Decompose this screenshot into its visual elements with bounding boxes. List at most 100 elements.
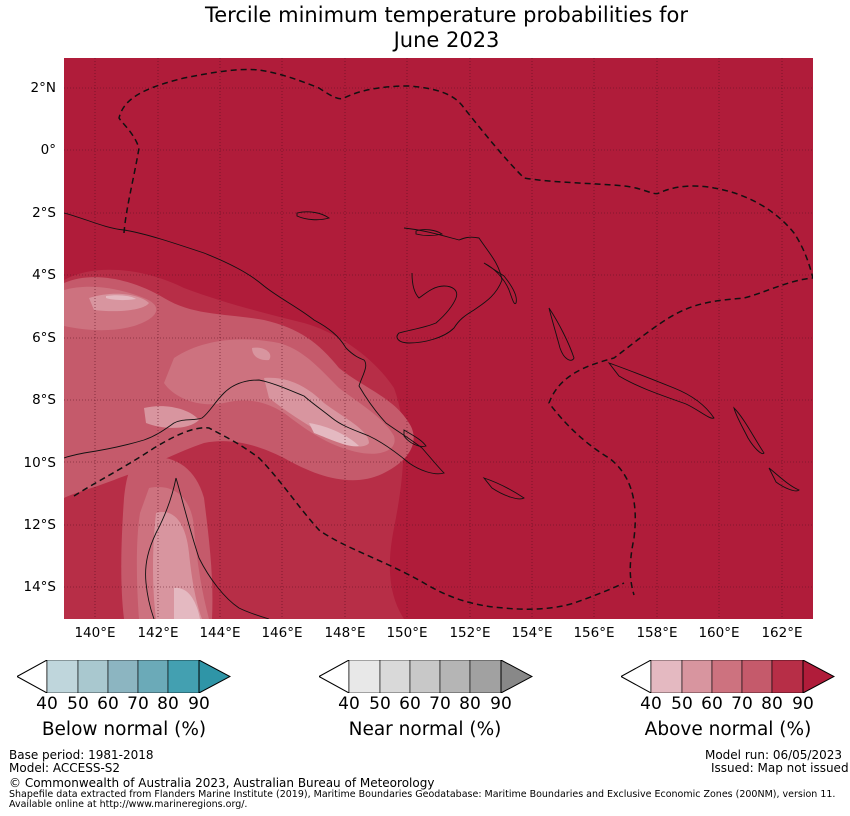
colorbar-tick: 70 [429, 694, 451, 714]
colorbar-below-normal [17, 660, 231, 693]
colorbar-segment [439, 660, 471, 693]
colorbar-segment [650, 660, 683, 693]
colorbar-tick: 40 [36, 694, 58, 714]
contour-above-50-gulf [144, 406, 199, 428]
graticule [64, 58, 813, 619]
colorbar-tick: 60 [97, 694, 119, 714]
colorbar-under-arrow [319, 660, 350, 693]
colorbar-segment [711, 660, 743, 693]
colorbar-over-arrow [802, 660, 835, 693]
lat-label: 8°S [32, 392, 56, 408]
contour-above-50-centre [264, 377, 369, 447]
lon-label: 142°E [137, 625, 179, 641]
australia-coast [145, 477, 177, 619]
colorbar-tick: 70 [127, 694, 149, 714]
model-name: Model: ACCESS-S2 [9, 761, 121, 775]
colorbar-segment [77, 660, 109, 693]
makira-island [768, 467, 800, 492]
lon-label: 156°E [573, 625, 615, 641]
colorbar-tick: 60 [399, 694, 421, 714]
lat-label: 0° [40, 142, 56, 158]
new-hanover-island [296, 211, 331, 221]
colorbar-title-above-normal: Above normal (%) [644, 719, 812, 740]
colorbar-tick: 90 [490, 694, 512, 714]
lat-label: 2°S [32, 205, 56, 221]
lat-label: 4°S [32, 267, 56, 283]
colorbar-segment [469, 660, 502, 693]
lat-label: 12°S [23, 517, 57, 533]
model-run: Model run: 06/05/2023 [704, 748, 842, 762]
base-period: Base period: 1981-2018 [9, 748, 154, 762]
issued-status: Issued: Map not issued [711, 761, 849, 775]
louisiade-archipelago [482, 477, 525, 500]
colorbar-segment [681, 660, 713, 693]
new-britain-coast [396, 227, 503, 344]
lon-label: 150°E [386, 625, 428, 641]
colorbar-tick: 70 [731, 694, 753, 714]
lon-label: 160°E [698, 625, 740, 641]
source-note-line-1: Shapefile data extracted from Flanders M… [9, 789, 836, 800]
solomon-islands-east [733, 406, 765, 455]
colorbar-tick: 90 [792, 694, 814, 714]
lon-label: 154°E [511, 625, 553, 641]
title-line-2: June 2023 [393, 28, 500, 52]
colorbar-segment [167, 660, 200, 693]
colorbar-title-near-normal: Near normal (%) [348, 719, 502, 740]
colorbar-segment [379, 660, 411, 693]
lat-label: 6°S [32, 330, 56, 346]
colorbar-segment [409, 660, 441, 693]
new-guinea-coast [64, 212, 445, 475]
probability-map [64, 58, 813, 619]
lon-label: 146°E [261, 625, 303, 641]
contour-above-50-south [153, 512, 202, 619]
lat-label: 14°S [23, 579, 57, 595]
contour-above-40-north [106, 295, 136, 301]
title-line-1: Tercile minimum temperature probabilitie… [204, 3, 689, 27]
colorbar-near-normal [319, 660, 533, 693]
colorbar-segment [348, 660, 381, 693]
copyright: © Commonwealth of Australia 2023, Austra… [9, 776, 435, 790]
manus-island [415, 229, 444, 236]
colorbar-tick: 50 [671, 694, 693, 714]
lon-label: 140°E [74, 625, 116, 641]
lon-label: 152°E [449, 625, 491, 641]
colorbar-under-arrow [621, 660, 652, 693]
colorbar-segment [771, 660, 804, 693]
eez-boundary-south [73, 427, 625, 610]
contour-above-40-south [174, 587, 200, 619]
dentrecasteaux-islands [403, 429, 427, 447]
colorbar-tick: 80 [459, 694, 481, 714]
colorbar-under-arrow [17, 660, 48, 693]
coastlines [64, 211, 800, 619]
colorbar-segment [46, 660, 79, 693]
colorbar-tick: 90 [188, 694, 210, 714]
colorbar-over-arrow [198, 660, 231, 693]
colorbar-above-normal [621, 660, 835, 693]
lon-label: 144°E [199, 625, 241, 641]
colorbar-segment [137, 660, 169, 693]
map-title: Tercile minimum temperature probabilitie… [0, 3, 850, 53]
lat-label: 10°S [23, 455, 57, 471]
colorbar-tick: 40 [338, 694, 360, 714]
eez-boundary-north [118, 68, 813, 596]
lon-label: 162°E [761, 625, 803, 641]
colorbar-tick: 60 [701, 694, 723, 714]
maritime-boundaries [73, 68, 813, 610]
source-note-line-2: Available online at http://www.marinereg… [9, 799, 248, 810]
colorbar-tick: 80 [157, 694, 179, 714]
colorbar-tick: 50 [369, 694, 391, 714]
solomon-islands-west [548, 307, 575, 361]
new-ireland-coast [483, 262, 517, 305]
lon-label: 148°E [324, 625, 366, 641]
colorbar-tick: 80 [761, 694, 783, 714]
solomon-islands-mid [607, 362, 715, 419]
colorbar-segment [741, 660, 773, 693]
lon-label: 158°E [636, 625, 678, 641]
cape-york-east-coast [175, 477, 270, 619]
contour-above-50-centre-north [252, 347, 271, 361]
colorbar-tick: 50 [67, 694, 89, 714]
lat-label: 2°N [30, 80, 56, 96]
contour-above-40 [309, 423, 359, 447]
colorbar-tick: 40 [640, 694, 662, 714]
colorbar-over-arrow [500, 660, 533, 693]
